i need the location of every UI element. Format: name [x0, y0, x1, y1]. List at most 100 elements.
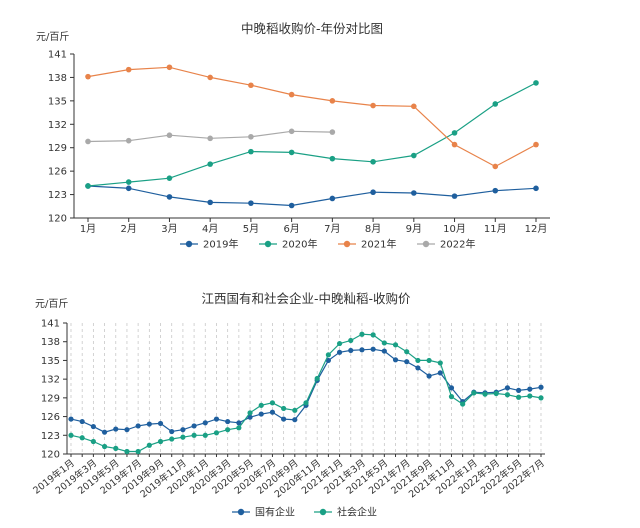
data-point: [471, 390, 477, 396]
data-point: [146, 442, 152, 448]
data-point: [213, 430, 220, 436]
data-point: [336, 349, 343, 355]
x-tick-label: 6月: [283, 223, 299, 235]
data-point: [146, 421, 152, 427]
y-tick-label: 120: [48, 214, 67, 225]
data-point: [451, 141, 458, 148]
data-point: [533, 80, 539, 86]
x-tick-label: 5月: [243, 223, 259, 235]
x-tick-label: 11月: [484, 223, 507, 235]
data-point: [202, 420, 208, 426]
y-tick-label: 135: [48, 96, 67, 107]
x-tick-label: 1月: [80, 223, 96, 235]
data-point: [303, 400, 309, 406]
y-tick-label: 129: [48, 143, 67, 154]
chart-title: 中晚稻收购价-年份对比图: [241, 21, 383, 36]
x-tick-label: 4月: [202, 223, 218, 235]
legend-marker: [319, 508, 327, 516]
data-point: [370, 332, 376, 338]
data-point: [370, 346, 376, 352]
legend-item: 2020年: [259, 238, 317, 251]
x-tick-label: 12月: [525, 223, 548, 235]
data-point: [166, 194, 173, 200]
y-tick-label: 141: [41, 319, 60, 330]
data-point: [90, 438, 96, 445]
data-point: [207, 199, 213, 206]
y-tick-label: 135: [41, 356, 60, 367]
data-point: [225, 418, 231, 425]
data-point: [207, 161, 213, 167]
data-point: [314, 375, 320, 382]
data-point: [493, 390, 499, 397]
data-point: [225, 427, 231, 433]
data-point: [157, 438, 164, 445]
x-tick-label: 10月: [443, 223, 466, 235]
data-point: [258, 402, 264, 408]
series-line: [87, 66, 537, 168]
data-point: [281, 405, 287, 412]
legend-item: 社会企业: [314, 506, 377, 519]
legend-label: 国有企业: [255, 506, 295, 519]
legend-item: 2022年: [417, 238, 475, 251]
data-point: [426, 357, 432, 364]
legend-marker: [237, 508, 245, 516]
data-point: [370, 189, 376, 196]
chart-2: 江西国有和社会企业-中晚籼稻-收购价 元/百斤 120 123 126 129 132 135…: [31, 291, 547, 519]
legend-label: 2020年: [282, 238, 317, 251]
legend-label: 2019年: [203, 238, 238, 251]
data-point: [202, 432, 208, 438]
y-tick-label: 120: [41, 450, 60, 461]
data-point: [359, 331, 365, 337]
data-point: [538, 384, 544, 390]
data-point: [527, 386, 533, 392]
data-point: [329, 155, 336, 162]
data-point: [288, 128, 295, 135]
data-point: [392, 342, 399, 348]
data-point: [207, 74, 213, 81]
data-point: [191, 432, 197, 438]
data-point: [248, 133, 254, 140]
data-point: [135, 423, 141, 429]
series-1: [85, 183, 539, 209]
data-point: [329, 129, 336, 135]
data-point: [68, 432, 74, 438]
data-point: [437, 360, 443, 366]
data-point: [460, 401, 466, 407]
data-point: [336, 340, 343, 347]
data-point: [85, 183, 91, 189]
y-tick-label: 138: [41, 337, 60, 348]
data-point: [288, 202, 295, 209]
data-point: [381, 348, 387, 354]
y-tick-label: 126: [41, 412, 60, 423]
data-point: [269, 400, 276, 406]
data-point: [135, 448, 141, 455]
y-axis-unit-label: 元/百斤: [35, 298, 68, 310]
data-point: [288, 91, 295, 98]
data-point: [281, 416, 287, 422]
data-point: [90, 423, 96, 430]
data-point: [325, 357, 331, 364]
data-point: [247, 414, 253, 420]
data-point: [411, 152, 417, 159]
data-point: [370, 158, 376, 165]
legend-item: 2021年: [338, 238, 396, 251]
data-point: [169, 436, 175, 442]
data-point: [248, 148, 254, 155]
x-tick-label: 9月: [406, 223, 422, 235]
data-point: [381, 340, 387, 346]
data-point: [166, 64, 173, 71]
y-tick-label: 132: [41, 375, 60, 386]
data-point: [125, 185, 132, 192]
data-point: [437, 370, 443, 376]
data-point: [482, 391, 488, 397]
data-point: [236, 425, 242, 431]
data-point: [348, 337, 354, 344]
data-point: [248, 82, 254, 89]
data-point: [516, 387, 522, 393]
data-point: [180, 427, 186, 433]
y-tick-label: 123: [48, 190, 67, 201]
y-tick-label: 123: [41, 431, 60, 442]
chart-title: 江西国有和社会企业-中晚籼稻-收购价: [201, 291, 411, 306]
data-point: [415, 365, 421, 371]
